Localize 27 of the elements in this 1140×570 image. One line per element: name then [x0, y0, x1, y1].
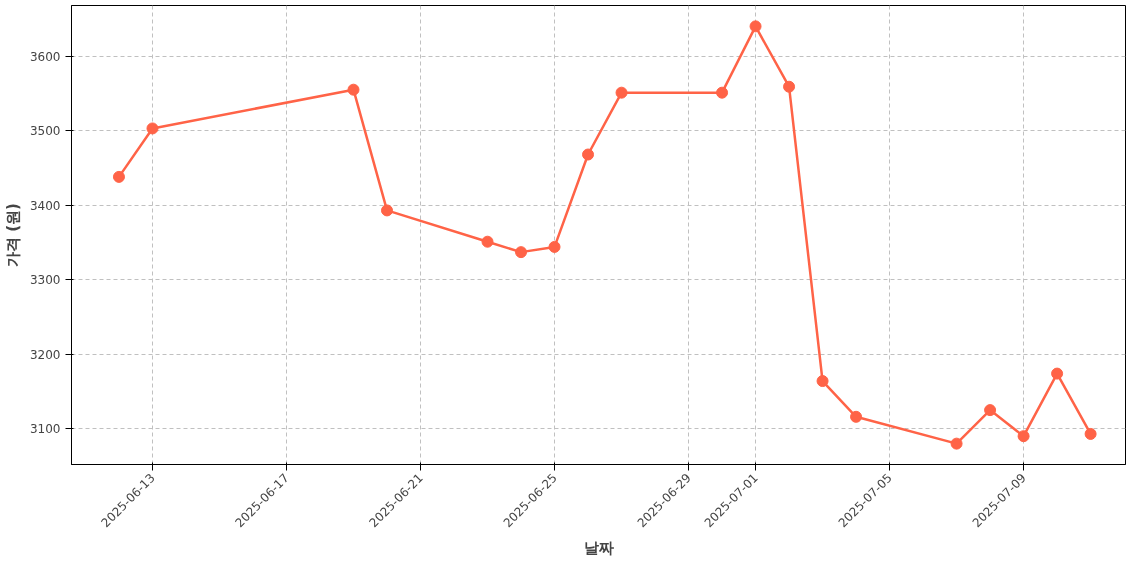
point	[783, 80, 796, 93]
point	[984, 404, 997, 417]
y-tick-label: 3300	[29, 273, 61, 288]
y-tick-label: 3500	[29, 124, 61, 139]
point	[950, 437, 963, 450]
point	[615, 86, 628, 99]
point	[1084, 427, 1097, 440]
point	[548, 240, 561, 253]
x-axis-title: 날짜	[583, 539, 614, 558]
point	[1051, 367, 1064, 380]
y-tick-label: 3100	[29, 422, 61, 437]
y-axis-title: 가격 (원)	[3, 203, 22, 267]
point	[816, 375, 829, 388]
point	[850, 410, 863, 423]
point	[515, 246, 528, 259]
point	[1017, 430, 1030, 443]
point	[381, 204, 393, 217]
point	[481, 235, 494, 248]
point	[716, 86, 729, 99]
point	[112, 170, 125, 183]
point	[146, 122, 159, 135]
y-tick-label: 3400	[29, 198, 61, 213]
point	[749, 20, 762, 33]
point	[347, 83, 360, 96]
y-tick-label: 3600	[29, 49, 61, 64]
point	[582, 148, 595, 161]
y-tick-label: 3200	[29, 347, 61, 362]
